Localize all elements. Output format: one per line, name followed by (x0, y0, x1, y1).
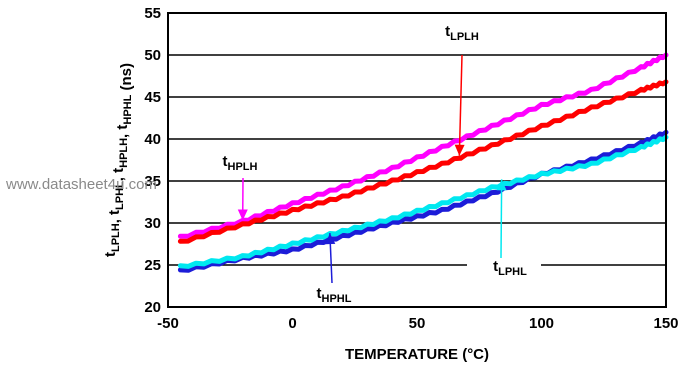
ytick-label-50: 50 (144, 47, 161, 64)
xtick-label--50: -50 (157, 315, 179, 332)
xtick-label-150: 150 (653, 315, 678, 332)
label-bg-hphl (300, 283, 368, 306)
ytick-label-35: 35 (144, 173, 161, 190)
y-axis-title: tLPLH, tLPHL, tHPLH, tHPHL (ns) (102, 63, 135, 257)
annotation-layer: tLPLH tHPLH tHPHL tLPHL (223, 23, 541, 306)
arrow-head-lplh (454, 144, 465, 156)
arrow-line-lphl (500, 179, 503, 259)
series-line-lphl (177, 134, 669, 269)
plot-frame (167, 12, 667, 308)
annotation-label-hplh: tHPLH (223, 153, 258, 173)
axis-layer: 20 25 30 35 40 45 50 55 -50 0 50 100 150 TEMPERATURE … (102, 5, 679, 363)
arrow-line-lplh (458, 54, 463, 156)
series-line-hphl (177, 129, 669, 273)
ytick-label-30: 30 (144, 215, 161, 232)
annotation-label-hphl: tHPHL (317, 285, 352, 305)
ytick-label-20: 20 (144, 299, 161, 316)
watermark: www.datasheet4u.com (5, 176, 157, 193)
xtick-label-100: 100 (529, 315, 554, 332)
series-line-lplh (177, 79, 669, 244)
ytick-label-40: 40 (144, 131, 161, 148)
annotation-label-lphl: tLPHL (493, 258, 527, 278)
arrow-head-hphl (325, 233, 336, 245)
xtick-label-50: 50 (409, 315, 426, 332)
ytick-label-25: 25 (144, 257, 161, 274)
x-axis-title: TEMPERATURE (°C) (345, 346, 489, 363)
label-bg-lphl (467, 255, 541, 281)
xtick-label-0: 0 (288, 315, 296, 332)
ytick-label-45: 45 (144, 89, 161, 106)
series-layer (177, 52, 669, 273)
arrow-head-lphl (496, 179, 507, 191)
ytick-label-55: 55 (144, 5, 161, 22)
annotation-label-lplh: tLPLH (445, 23, 479, 43)
arrow-head-hplh (237, 209, 248, 221)
series-line-hplh (177, 52, 669, 239)
